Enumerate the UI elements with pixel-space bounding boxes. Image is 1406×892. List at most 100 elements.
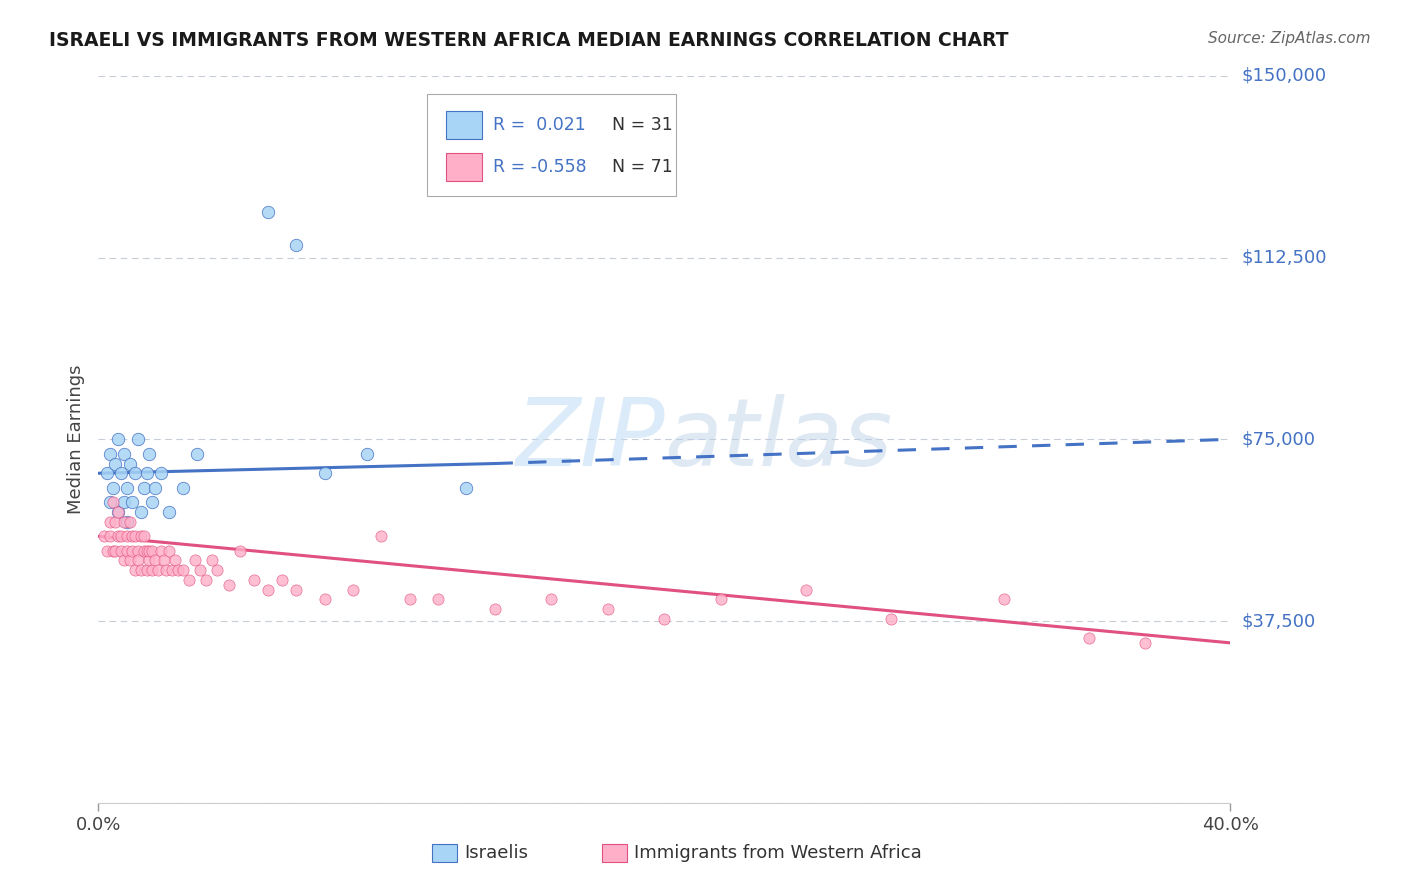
- Text: Source: ZipAtlas.com: Source: ZipAtlas.com: [1208, 31, 1371, 46]
- Point: [183, 553, 205, 567]
- Point: [172, 563, 194, 577]
- Point: [118, 553, 141, 567]
- Point: [1077, 631, 1099, 645]
- Point: [104, 457, 127, 471]
- Point: [118, 515, 141, 529]
- Point: [596, 602, 619, 616]
- Text: R = -0.558: R = -0.558: [494, 158, 588, 176]
- Point: [149, 543, 172, 558]
- Point: [141, 495, 163, 509]
- Point: [127, 432, 149, 446]
- Point: [104, 515, 127, 529]
- Text: N = 71: N = 71: [612, 158, 673, 176]
- Point: [157, 543, 180, 558]
- Point: [172, 481, 194, 495]
- Point: [121, 543, 143, 558]
- Point: [314, 467, 336, 481]
- Point: [115, 529, 138, 543]
- Point: [110, 529, 132, 543]
- Point: [93, 529, 115, 543]
- FancyBboxPatch shape: [446, 153, 482, 180]
- Point: [285, 238, 308, 252]
- Point: [129, 563, 152, 577]
- Point: [98, 529, 121, 543]
- Point: [132, 481, 155, 495]
- Point: [115, 481, 138, 495]
- Point: [112, 495, 135, 509]
- Point: [112, 447, 135, 461]
- Point: [121, 495, 143, 509]
- Point: [112, 515, 135, 529]
- Point: [157, 505, 180, 519]
- Point: [163, 553, 186, 567]
- Point: [207, 563, 229, 577]
- Point: [257, 204, 280, 219]
- Point: [101, 543, 124, 558]
- FancyBboxPatch shape: [432, 844, 457, 863]
- Point: [112, 553, 135, 567]
- Point: [141, 563, 163, 577]
- Point: [132, 529, 155, 543]
- Point: [188, 563, 211, 577]
- Point: [993, 592, 1015, 607]
- Point: [166, 563, 188, 577]
- Point: [129, 505, 152, 519]
- Text: atlas: atlas: [665, 393, 893, 485]
- Point: [104, 543, 127, 558]
- Point: [121, 529, 143, 543]
- Point: [127, 543, 149, 558]
- Point: [456, 481, 478, 495]
- Text: $37,500: $37,500: [1241, 612, 1316, 630]
- Point: [177, 573, 200, 587]
- Point: [127, 553, 149, 567]
- Point: [124, 529, 146, 543]
- Text: Israelis: Israelis: [464, 844, 529, 862]
- Point: [141, 543, 163, 558]
- Point: [155, 563, 177, 577]
- Point: [118, 457, 141, 471]
- FancyBboxPatch shape: [446, 112, 482, 139]
- Point: [285, 582, 308, 597]
- Point: [101, 481, 124, 495]
- Point: [243, 573, 266, 587]
- Point: [794, 582, 817, 597]
- Point: [356, 447, 378, 461]
- Point: [271, 573, 294, 587]
- Point: [152, 553, 174, 567]
- Point: [201, 553, 224, 567]
- Text: Immigrants from Western Africa: Immigrants from Western Africa: [634, 844, 921, 862]
- Point: [132, 543, 155, 558]
- Point: [98, 515, 121, 529]
- Point: [124, 563, 146, 577]
- Point: [98, 447, 121, 461]
- Text: ISRAELI VS IMMIGRANTS FROM WESTERN AFRICA MEDIAN EARNINGS CORRELATION CHART: ISRAELI VS IMMIGRANTS FROM WESTERN AFRIC…: [49, 31, 1008, 50]
- Point: [135, 467, 157, 481]
- Point: [96, 543, 118, 558]
- FancyBboxPatch shape: [602, 844, 627, 863]
- Y-axis label: Median Earnings: Median Earnings: [66, 365, 84, 514]
- Text: ZIP: ZIP: [515, 393, 665, 485]
- Point: [342, 582, 364, 597]
- FancyBboxPatch shape: [426, 94, 676, 195]
- Text: R =  0.021: R = 0.021: [494, 116, 586, 135]
- Point: [110, 467, 132, 481]
- Text: $112,500: $112,500: [1241, 249, 1327, 267]
- Point: [257, 582, 280, 597]
- Point: [101, 495, 124, 509]
- Point: [427, 592, 450, 607]
- Point: [710, 592, 733, 607]
- Point: [129, 529, 152, 543]
- Point: [107, 529, 129, 543]
- Point: [115, 543, 138, 558]
- Point: [107, 432, 129, 446]
- Point: [124, 467, 146, 481]
- Point: [146, 563, 169, 577]
- Point: [149, 467, 172, 481]
- Point: [135, 543, 157, 558]
- Point: [1135, 636, 1157, 650]
- Point: [138, 553, 160, 567]
- Point: [880, 612, 903, 626]
- Point: [160, 563, 183, 577]
- Point: [115, 515, 138, 529]
- Point: [652, 612, 676, 626]
